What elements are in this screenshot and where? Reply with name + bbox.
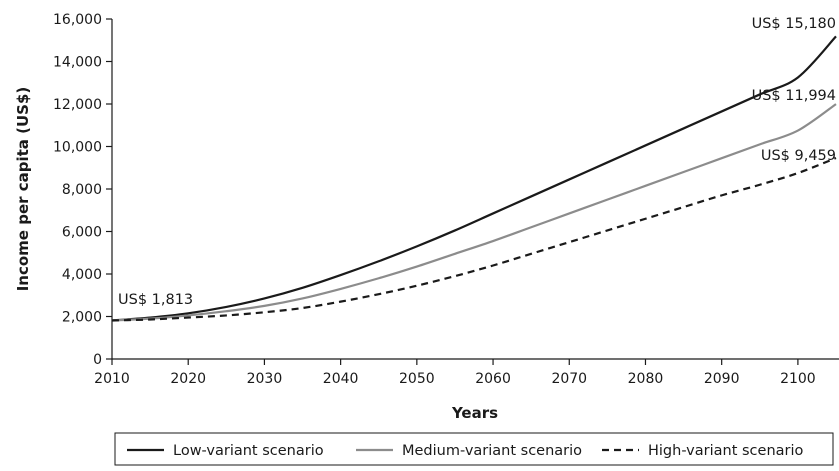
y-tick-label: 0	[93, 352, 102, 368]
x-axis-title: Years	[451, 404, 498, 422]
ticks: 0 2,000 4,000 6,000 8,000 10,000 12,000 14,000 1…	[53, 12, 816, 387]
legend-item-high-variant-label: High-variant scenario	[648, 443, 804, 459]
legend: Low-variant scenario Medium-variant scena…	[114, 432, 834, 466]
annotation-low-variant-end: US$ 15,180	[752, 16, 836, 32]
x-tick-label: 2090	[704, 371, 740, 387]
y-tick-label: 16,000	[53, 12, 102, 28]
series-lines	[111, 35, 837, 322]
x-tick-label: 2010	[94, 371, 130, 387]
medium-variant-line	[111, 103, 837, 322]
y-tick-label: 8,000	[62, 182, 102, 198]
y-tick-label: 6,000	[62, 225, 102, 241]
high-variant-line	[111, 156, 837, 322]
y-tick-label: 4,000	[62, 267, 102, 283]
x-tick-label: 2070	[551, 371, 587, 387]
y-tick-label: 12,000	[53, 97, 102, 113]
legend-item-low-variant-label: Low-variant scenario	[173, 443, 324, 459]
low-variant-line	[111, 35, 837, 322]
x-tick-label: 2020	[170, 371, 206, 387]
y-axis-title: Income per capita (US$)	[14, 87, 32, 292]
annotation-medium-variant-end: US$ 11,994	[752, 88, 836, 104]
x-tick-label: 2100	[780, 371, 816, 387]
annotations: US$ 1,813 US$ 15,180 US$ 11,994 US$ 9,459	[118, 16, 836, 308]
annotation-start-value: US$ 1,813	[118, 292, 193, 308]
x-tick-label: 2080	[628, 371, 664, 387]
x-tick-label: 2050	[399, 371, 435, 387]
x-tick-label: 2040	[323, 371, 359, 387]
legend-box	[114, 432, 834, 466]
x-tick-label: 2030	[247, 371, 283, 387]
y-tick-label: 14,000	[53, 55, 102, 71]
annotation-high-variant-end: US$ 9,459	[761, 148, 836, 164]
y-tick-label: 2,000	[62, 310, 102, 326]
legend-item-medium-variant-label: Medium-variant scenario	[402, 443, 582, 459]
y-tick-label: 10,000	[53, 140, 102, 156]
x-tick-label: 2060	[475, 371, 511, 387]
